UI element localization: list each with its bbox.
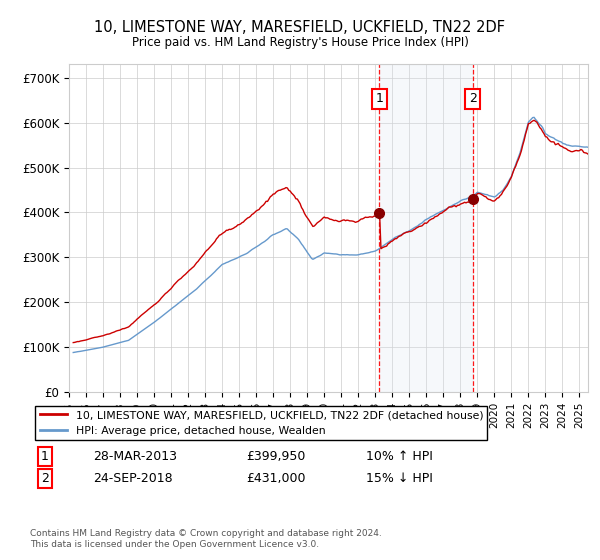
Text: 15% ↓ HPI: 15% ↓ HPI <box>366 472 433 486</box>
Text: 2: 2 <box>469 92 477 105</box>
Text: 1: 1 <box>41 450 49 463</box>
Text: Price paid vs. HM Land Registry's House Price Index (HPI): Price paid vs. HM Land Registry's House … <box>131 36 469 49</box>
Text: 1: 1 <box>376 92 383 105</box>
Text: £399,950: £399,950 <box>246 450 305 463</box>
Text: Contains HM Land Registry data © Crown copyright and database right 2024.
This d: Contains HM Land Registry data © Crown c… <box>30 529 382 549</box>
Text: 24-SEP-2018: 24-SEP-2018 <box>93 472 173 486</box>
Text: 2: 2 <box>41 472 49 486</box>
Bar <box>379 64 473 392</box>
Text: 28-MAR-2013: 28-MAR-2013 <box>93 450 177 463</box>
Text: 10, LIMESTONE WAY, MARESFIELD, UCKFIELD, TN22 2DF: 10, LIMESTONE WAY, MARESFIELD, UCKFIELD,… <box>95 20 505 35</box>
Text: £431,000: £431,000 <box>246 472 305 486</box>
Legend: 10, LIMESTONE WAY, MARESFIELD, UCKFIELD, TN22 2DF (detached house), HPI: Average: 10, LIMESTONE WAY, MARESFIELD, UCKFIELD,… <box>35 406 487 440</box>
Text: 10% ↑ HPI: 10% ↑ HPI <box>366 450 433 463</box>
